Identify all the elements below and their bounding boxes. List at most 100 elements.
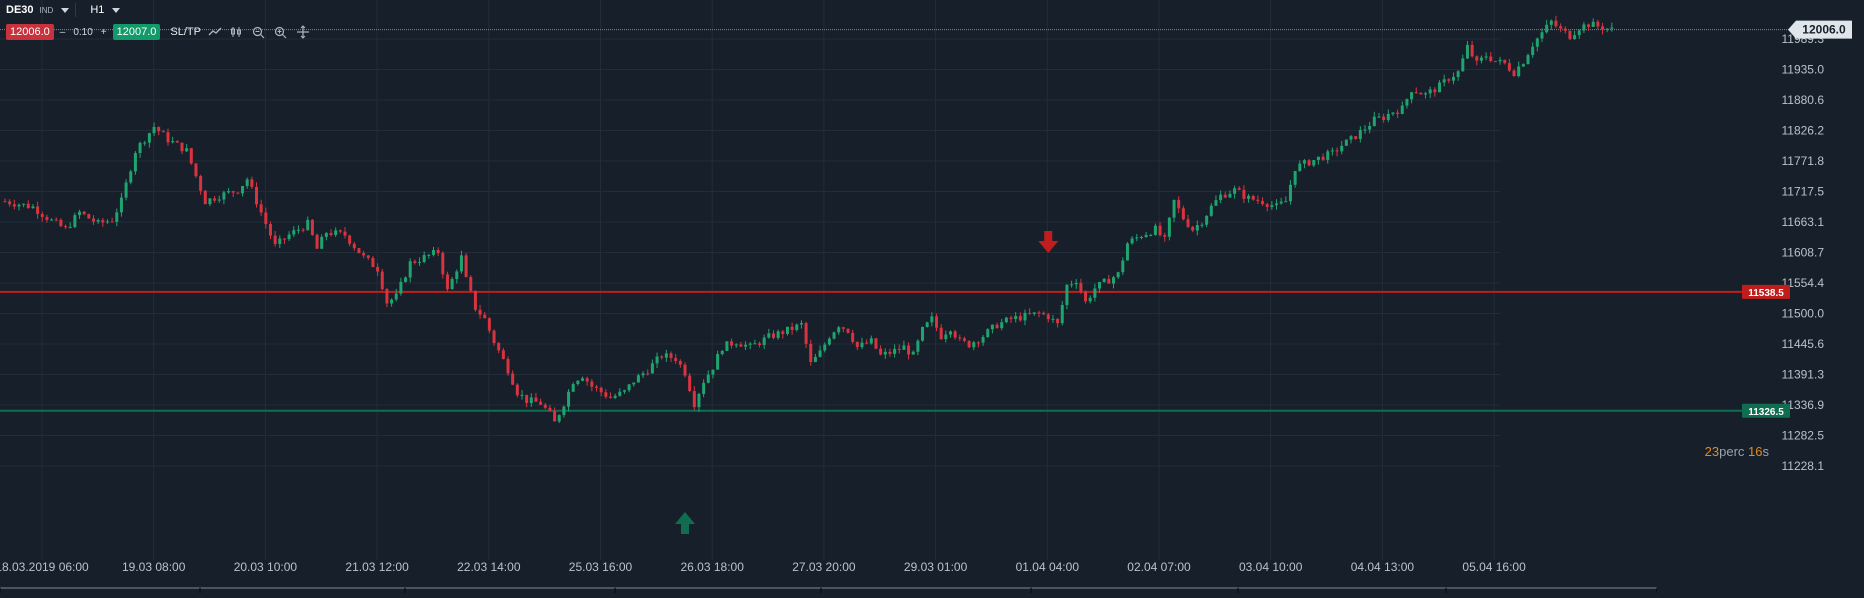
candle-body bbox=[1461, 58, 1465, 72]
candle-body bbox=[771, 333, 775, 338]
symbol-tag: IND bbox=[39, 5, 54, 15]
candle-body bbox=[911, 351, 915, 355]
candle-body bbox=[352, 243, 356, 249]
candle-body bbox=[1116, 272, 1120, 278]
lot-decrease-button[interactable]: – bbox=[59, 26, 66, 38]
candle-body bbox=[357, 248, 361, 254]
candle-body bbox=[935, 316, 939, 328]
price-level-label: 11326.5 bbox=[1748, 407, 1784, 418]
candle-body bbox=[124, 182, 128, 198]
timeframe-selector[interactable]: H1 bbox=[90, 4, 105, 16]
candle-body bbox=[879, 348, 883, 355]
bottom-tab[interactable] bbox=[1238, 587, 1446, 593]
sltp-button[interactable]: SL/TP bbox=[170, 26, 201, 38]
candle-body bbox=[78, 211, 82, 216]
countdown-seconds: 16 bbox=[1748, 444, 1763, 459]
bottom-tab[interactable] bbox=[405, 587, 615, 593]
candle-body bbox=[133, 153, 137, 172]
candle-body bbox=[1032, 312, 1036, 314]
candle-body bbox=[1111, 277, 1115, 284]
buy-price-button[interactable]: 12007.0 bbox=[112, 24, 161, 40]
candle-body bbox=[562, 406, 566, 416]
candle-body bbox=[1549, 20, 1553, 25]
candle-body bbox=[1498, 59, 1502, 62]
y-tick-label: 11717.5 bbox=[1782, 184, 1825, 198]
x-tick-label: 29.03 01:00 bbox=[904, 560, 968, 574]
symbol-dropdown-icon[interactable] bbox=[61, 7, 70, 13]
bottom-tab[interactable] bbox=[821, 587, 1031, 593]
candle-body bbox=[902, 345, 906, 350]
candle-body bbox=[404, 277, 408, 282]
sell-price-button[interactable]: 12006.0 bbox=[6, 24, 54, 40]
candle-body bbox=[981, 337, 985, 343]
candle-body bbox=[720, 350, 724, 355]
candle-body bbox=[54, 219, 58, 221]
candle-body bbox=[1358, 129, 1362, 139]
candle-body bbox=[1205, 215, 1209, 225]
candle-body bbox=[343, 231, 347, 236]
candle-body bbox=[846, 328, 850, 333]
candle-body bbox=[3, 201, 7, 203]
candle-body bbox=[310, 219, 314, 235]
candle-body bbox=[273, 235, 277, 244]
candle-body bbox=[506, 358, 510, 374]
crosshair-icon[interactable] bbox=[295, 24, 311, 40]
candle-body bbox=[948, 331, 952, 335]
candle-body bbox=[175, 141, 179, 143]
symbol-name[interactable]: DE30 bbox=[6, 4, 34, 16]
candle-body bbox=[1312, 160, 1316, 166]
y-tick-label: 11445.6 bbox=[1782, 337, 1825, 351]
candle-body bbox=[161, 131, 165, 133]
candle-body bbox=[441, 253, 445, 275]
candle-body bbox=[1037, 312, 1041, 314]
candle-body bbox=[1181, 208, 1185, 220]
candle-body bbox=[1279, 201, 1283, 204]
candle-body bbox=[1242, 189, 1246, 199]
candle-body bbox=[1475, 56, 1479, 61]
candle-body bbox=[324, 233, 328, 237]
candle-body bbox=[1177, 199, 1181, 209]
candle-body bbox=[1219, 194, 1223, 201]
candle-body bbox=[1391, 112, 1395, 114]
candle-body bbox=[874, 338, 878, 349]
candle-body bbox=[683, 364, 687, 376]
candle-body bbox=[487, 318, 491, 331]
candle-body bbox=[804, 323, 808, 344]
bottom-tab[interactable] bbox=[615, 587, 821, 593]
bottom-tab[interactable] bbox=[1446, 587, 1657, 593]
zoom-in-icon[interactable] bbox=[273, 24, 289, 40]
candles-icon[interactable] bbox=[229, 24, 245, 40]
candle-body bbox=[1079, 282, 1083, 292]
candle-body bbox=[320, 236, 324, 249]
countdown-minutes-unit: perc bbox=[1719, 444, 1745, 459]
candle-body bbox=[725, 341, 729, 351]
candle-body bbox=[105, 221, 109, 223]
timeframe-dropdown-icon[interactable] bbox=[112, 7, 121, 13]
bottom-tab[interactable] bbox=[200, 587, 405, 593]
x-tick-label: 04.04 13:00 bbox=[1351, 560, 1415, 574]
candle-body bbox=[776, 331, 780, 338]
candle-body bbox=[1349, 136, 1353, 140]
candle-body bbox=[650, 363, 654, 374]
bottom-tab[interactable] bbox=[1031, 587, 1238, 593]
candle-body bbox=[1419, 92, 1423, 95]
candle-body bbox=[101, 220, 105, 223]
lot-increase-button[interactable]: + bbox=[100, 26, 107, 38]
candle-body bbox=[1451, 76, 1455, 81]
candle-body bbox=[422, 255, 426, 262]
current-price-label: 12006.0 bbox=[1802, 23, 1846, 37]
candle-body bbox=[688, 375, 692, 392]
bottom-tab[interactable] bbox=[0, 587, 200, 593]
x-tick-label: 05.04 16:00 bbox=[1462, 560, 1526, 574]
zoom-out-icon[interactable] bbox=[251, 24, 267, 40]
candle-body bbox=[990, 324, 994, 330]
line-chart-icon[interactable] bbox=[207, 24, 223, 40]
candle-body bbox=[515, 384, 519, 396]
candle-body bbox=[553, 410, 557, 422]
candle-body bbox=[706, 374, 710, 383]
lot-size-value[interactable]: 0.10 bbox=[73, 26, 93, 38]
candle-body bbox=[1354, 136, 1358, 139]
candle-body bbox=[1270, 205, 1274, 207]
